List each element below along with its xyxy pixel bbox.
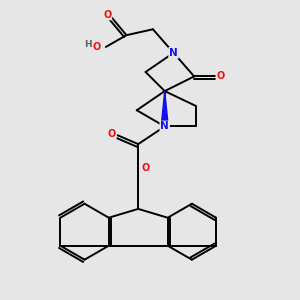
- Text: H: H: [84, 40, 92, 49]
- Text: N: N: [169, 48, 178, 58]
- Text: O: O: [103, 10, 111, 20]
- Text: O: O: [142, 163, 150, 173]
- Text: O: O: [217, 71, 225, 81]
- Text: N: N: [160, 122, 169, 131]
- Polygon shape: [161, 91, 168, 126]
- Text: O: O: [108, 129, 116, 139]
- Text: O: O: [93, 42, 101, 52]
